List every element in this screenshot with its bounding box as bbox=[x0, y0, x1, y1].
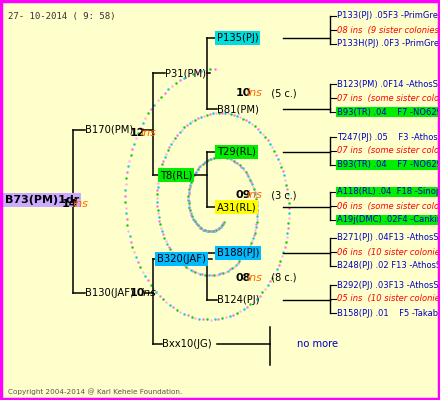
Text: 08 ins  (9 sister colonies): 08 ins (9 sister colonies) bbox=[337, 26, 440, 34]
Text: 27- 10-2014 ( 9: 58): 27- 10-2014 ( 9: 58) bbox=[8, 12, 115, 21]
Text: Bxx10(JG): Bxx10(JG) bbox=[162, 339, 212, 349]
Text: A118(RL) .04  F18 -Sinop62R: A118(RL) .04 F18 -Sinop62R bbox=[337, 188, 440, 196]
Text: 07 ins  (some sister colonies): 07 ins (some sister colonies) bbox=[337, 94, 440, 102]
Text: B130(JAF): B130(JAF) bbox=[85, 288, 134, 298]
Text: B81(PM): B81(PM) bbox=[217, 104, 259, 114]
Text: (8 c.): (8 c.) bbox=[265, 273, 297, 283]
Text: 10: 10 bbox=[130, 288, 145, 298]
Text: ins: ins bbox=[247, 88, 263, 98]
Text: B93(TR) .04    F7 -NO6294R: B93(TR) .04 F7 -NO6294R bbox=[337, 160, 440, 170]
Text: 05 ins  (10 sister colonies): 05 ins (10 sister colonies) bbox=[337, 294, 440, 304]
Text: no more: no more bbox=[297, 339, 338, 349]
Text: 09: 09 bbox=[236, 190, 252, 200]
Text: B123(PM) .0F14 -AthosSt80R: B123(PM) .0F14 -AthosSt80R bbox=[337, 80, 440, 88]
Text: B73(PM)1dr: B73(PM)1dr bbox=[5, 195, 79, 205]
Text: B124(PJ): B124(PJ) bbox=[217, 295, 260, 305]
Text: A31(RL): A31(RL) bbox=[217, 202, 257, 212]
Text: 07 ins  (some sister colonies): 07 ins (some sister colonies) bbox=[337, 146, 440, 156]
Text: 08: 08 bbox=[236, 273, 251, 283]
Text: ins: ins bbox=[141, 288, 157, 298]
Text: B158(PJ) .01    F5 -Takab93R: B158(PJ) .01 F5 -Takab93R bbox=[337, 308, 440, 318]
Text: P133(PJ) .05F3 -PrimGreen00: P133(PJ) .05F3 -PrimGreen00 bbox=[337, 12, 440, 20]
Text: ins: ins bbox=[73, 199, 89, 209]
Text: ins: ins bbox=[247, 273, 263, 283]
Text: 14: 14 bbox=[62, 199, 77, 209]
Text: (5 c.): (5 c.) bbox=[265, 88, 297, 98]
Text: 06 ins  (10 sister colonies): 06 ins (10 sister colonies) bbox=[337, 248, 440, 256]
Text: T29(RL): T29(RL) bbox=[217, 147, 256, 157]
Text: P31(PM): P31(PM) bbox=[165, 68, 206, 78]
Text: 12: 12 bbox=[130, 128, 146, 138]
Text: B320(JAF): B320(JAF) bbox=[157, 254, 206, 264]
Text: P135(PJ): P135(PJ) bbox=[217, 33, 259, 43]
Text: B248(PJ) .02 F13 -AthosSt80R: B248(PJ) .02 F13 -AthosSt80R bbox=[337, 262, 440, 270]
Text: B292(PJ) .03F13 -AthosSt80R: B292(PJ) .03F13 -AthosSt80R bbox=[337, 280, 440, 290]
Text: 10: 10 bbox=[236, 88, 251, 98]
Text: T247(PJ) .05    F3 -Athos00R: T247(PJ) .05 F3 -Athos00R bbox=[337, 132, 440, 142]
Text: Copyright 2004-2014 @ Karl Kehele Foundation.: Copyright 2004-2014 @ Karl Kehele Founda… bbox=[8, 388, 182, 395]
Text: T8(RL): T8(RL) bbox=[160, 170, 192, 180]
Text: P133H(PJ) .0F3 -PrimGreen00: P133H(PJ) .0F3 -PrimGreen00 bbox=[337, 40, 440, 48]
Text: 06 ins  (some sister colonies): 06 ins (some sister colonies) bbox=[337, 202, 440, 210]
Text: ins: ins bbox=[141, 128, 157, 138]
Text: (3 c.): (3 c.) bbox=[265, 190, 297, 200]
Text: ins: ins bbox=[247, 190, 263, 200]
Text: B93(TR) .04    F7 -NO6294R: B93(TR) .04 F7 -NO6294R bbox=[337, 108, 440, 116]
Text: B188(PJ): B188(PJ) bbox=[217, 248, 259, 258]
Text: B170(PM): B170(PM) bbox=[85, 125, 133, 135]
Text: A19j(DMC) .02F4 -Cankiri97Q: A19j(DMC) .02F4 -Cankiri97Q bbox=[337, 216, 440, 224]
Text: B271(PJ) .04F13 -AthosSt80R: B271(PJ) .04F13 -AthosSt80R bbox=[337, 234, 440, 242]
